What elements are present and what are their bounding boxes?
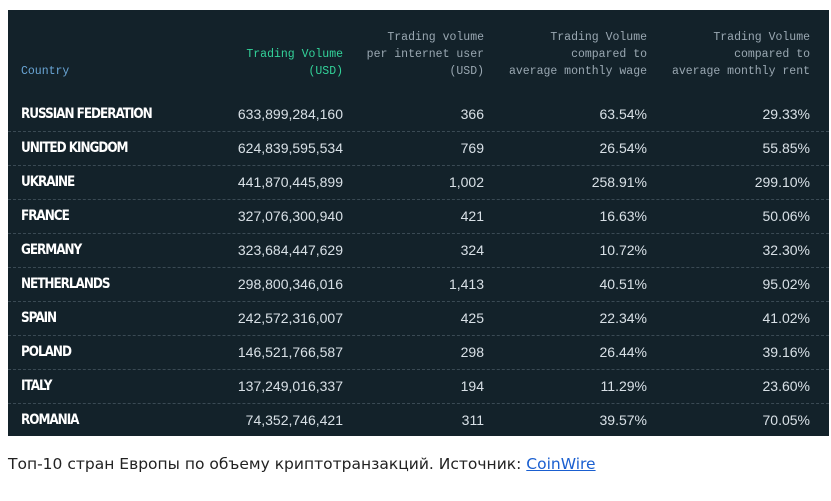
cell-country: ITALY <box>21 378 52 394</box>
cell-per-user: 366 <box>460 106 484 122</box>
header-vs-wage: Trading Volume compared to average month… <box>508 31 647 78</box>
cell-volume: 298,800,346,016 <box>237 276 343 292</box>
cell-vs-rent: 55.85% <box>762 140 810 156</box>
cell-vs-wage: 258.91% <box>591 174 647 190</box>
cell-country: UNITED KINGDOM <box>21 140 129 156</box>
cell-country: POLAND <box>21 344 72 360</box>
figure-caption: Топ-10 стран Европы по объему криптотран… <box>8 455 596 473</box>
cell-per-user: 421 <box>460 208 484 224</box>
table-row: RUSSIAN FEDERATION 633,899,284,160 366 63.5… <box>8 98 829 132</box>
cell-vs-rent: 50.06% <box>762 208 810 224</box>
cell-per-user: 324 <box>460 242 484 258</box>
cell-country: NETHERLANDS <box>21 276 111 292</box>
cell-country: GERMANY <box>21 242 82 258</box>
cell-volume: 441,870,445,899 <box>237 174 343 190</box>
table-row: UKRAINE 441,870,445,899 1,002 258.91% 299.10… <box>8 166 829 200</box>
cell-volume: 633,899,284,160 <box>237 106 343 122</box>
crypto-volume-table: Country Trading Volume (USD) Trading vol… <box>8 10 829 436</box>
cell-vs-wage: 22.34% <box>599 310 647 326</box>
cell-volume: 74,352,746,421 <box>245 412 343 428</box>
table-row: GERMANY 323,684,447,629 324 10.72% 32.30% <box>8 234 829 268</box>
cell-vs-wage: 26.44% <box>599 344 647 360</box>
cell-volume: 327,076,300,940 <box>237 208 343 224</box>
cell-per-user: 1,002 <box>448 174 484 190</box>
cell-vs-wage: 16.63% <box>599 208 647 224</box>
table-row: UNITED KINGDOM 624,839,595,534 769 26.54% 55… <box>8 132 829 166</box>
header-volume-per-user: Trading volume per internet user (USD) <box>366 31 484 78</box>
cell-country: FRANCE <box>21 208 70 224</box>
table-row: FRANCE 327,076,300,940 421 16.63% 50.06% <box>8 200 829 234</box>
caption-text: Топ-10 стран Европы по объему криптотран… <box>8 455 527 473</box>
cell-vs-wage: 10.72% <box>599 242 647 258</box>
table-row: NETHERLANDS 298,800,346,016 1,413 40.51% 95.… <box>8 268 829 302</box>
cell-vs-rent: 299.10% <box>754 174 810 190</box>
cell-vs-wage: 39.57% <box>599 412 647 428</box>
cell-vs-wage: 40.51% <box>599 276 647 292</box>
cell-country: UKRAINE <box>21 174 75 190</box>
cell-vs-rent: 23.60% <box>762 378 810 394</box>
cell-per-user: 769 <box>460 140 484 156</box>
header-country: Country <box>21 65 70 78</box>
cell-volume: 242,572,316,007 <box>237 310 343 326</box>
cell-per-user: 1,413 <box>448 276 484 292</box>
cell-vs-rent: 70.05% <box>762 412 810 428</box>
cell-vs-rent: 32.30% <box>762 242 810 258</box>
cell-vs-wage: 11.29% <box>600 378 647 394</box>
cell-country: ROMANIA <box>21 412 79 428</box>
cell-vs-wage: 63.54% <box>599 106 647 122</box>
table-row: ITALY 137,249,016,337 194 11.29% 23.60% <box>8 370 829 404</box>
cell-per-user: 298 <box>460 344 484 360</box>
cell-per-user: 311 <box>461 412 484 428</box>
cell-volume: 146,521,766,587 <box>237 344 343 360</box>
table-row: SPAIN 242,572,316,007 425 22.34% 41.02% <box>8 302 829 336</box>
cell-vs-rent: 39.16% <box>762 344 810 360</box>
table-row: POLAND 146,521,766,587 298 26.44% 39.16% <box>8 336 829 370</box>
header-vs-rent: Trading Volume compared to average month… <box>671 31 810 78</box>
cell-volume: 624,839,595,534 <box>237 140 343 156</box>
cell-country: SPAIN <box>21 310 57 326</box>
cell-vs-rent: 29.33% <box>762 106 810 122</box>
cell-per-user: 425 <box>460 310 484 326</box>
cell-volume: 137,249,016,337 <box>237 378 343 394</box>
cell-vs-rent: 41.02% <box>762 310 810 326</box>
cell-country: RUSSIAN FEDERATION <box>21 106 153 122</box>
header-trading-volume: Trading Volume (USD) <box>246 48 343 78</box>
table-body: RUSSIAN FEDERATION 633,899,284,160 366 63.5… <box>8 98 829 437</box>
cell-vs-wage: 26.54% <box>599 140 647 156</box>
source-link[interactable]: CoinWire <box>526 455 596 473</box>
cell-per-user: 194 <box>460 378 484 394</box>
cell-volume: 323,684,447,629 <box>237 242 343 258</box>
table-row: ROMANIA 74,352,746,421 311 39.57% 70.05% <box>8 404 829 437</box>
cell-vs-rent: 95.02% <box>762 276 810 292</box>
